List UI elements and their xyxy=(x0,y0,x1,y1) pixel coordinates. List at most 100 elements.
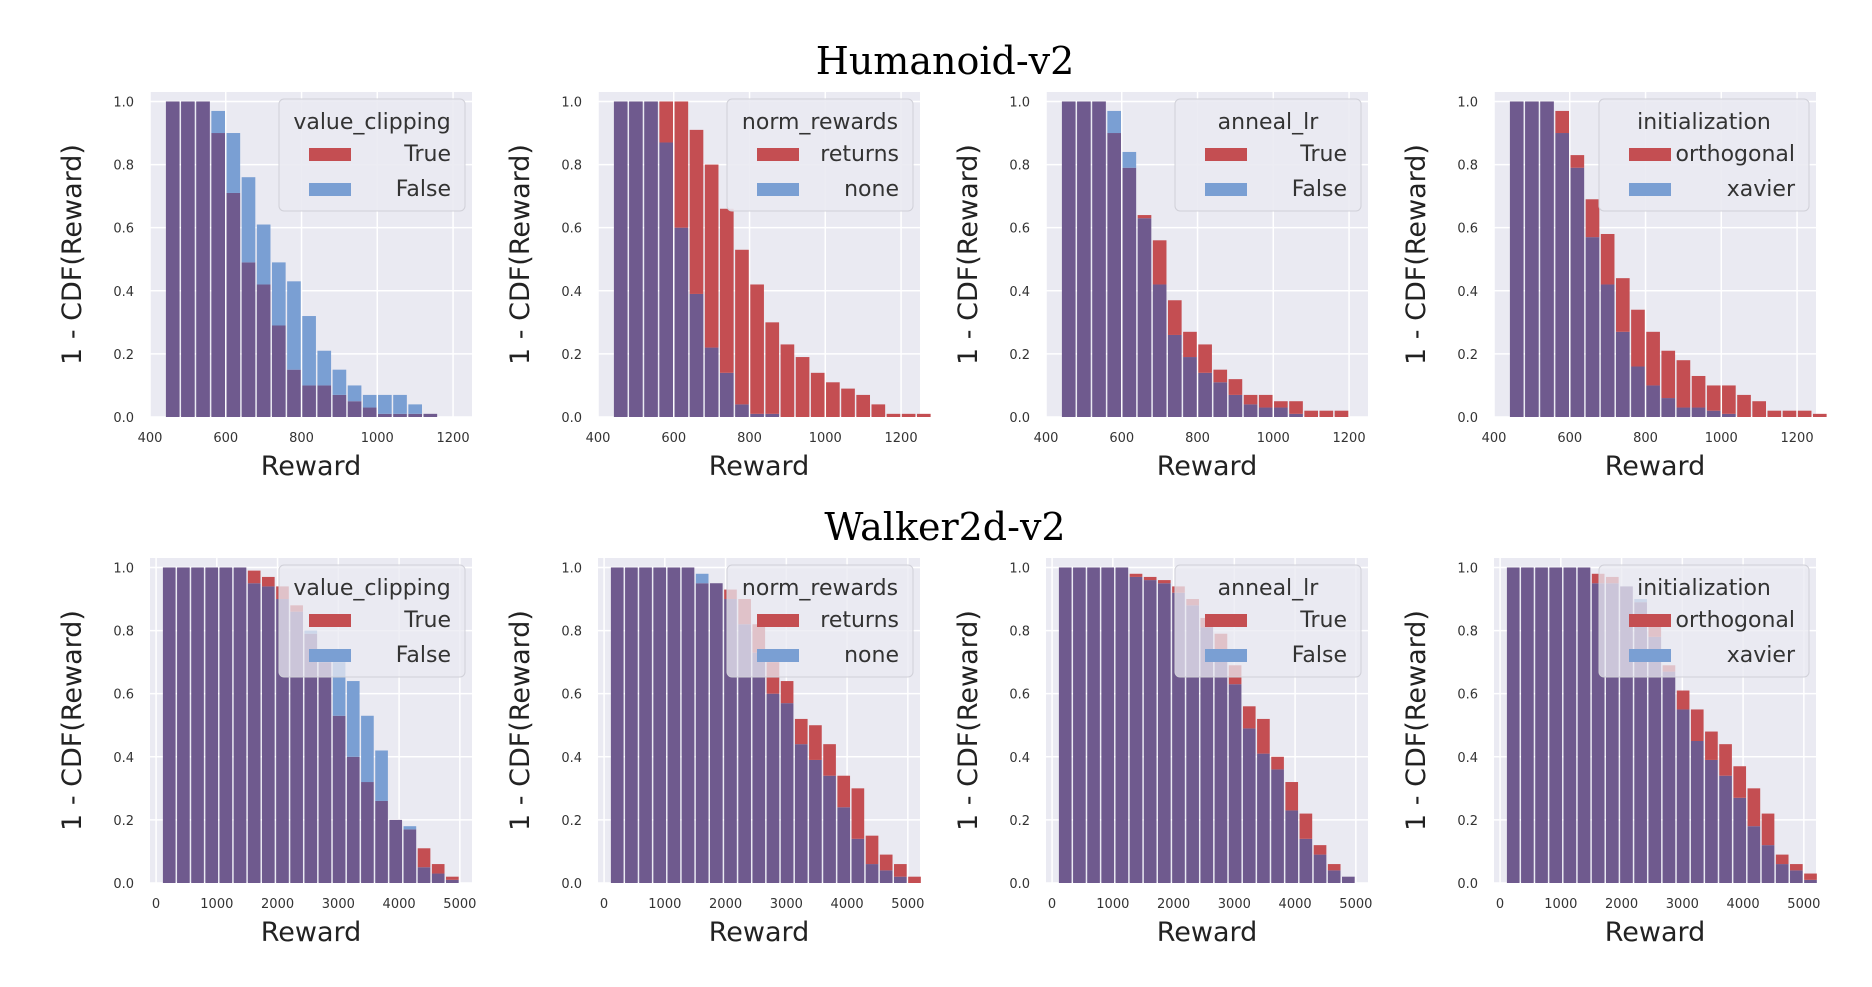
bar-True xyxy=(1334,410,1349,417)
bar-returns xyxy=(856,394,871,417)
legend-entry-label: xavier xyxy=(1727,643,1796,668)
x-tick-label: 5000 xyxy=(1339,897,1372,912)
x-tick-label: 800 xyxy=(289,431,314,446)
x-tick-label: 3000 xyxy=(1218,897,1251,912)
bar-overlap xyxy=(667,567,681,883)
bar-overlap xyxy=(629,101,643,418)
bar-orthogonal xyxy=(1555,110,1570,134)
bar-overlap xyxy=(375,800,388,883)
x-tick-label: 800 xyxy=(1633,431,1658,446)
bar-overlap xyxy=(256,284,271,417)
bar-overlap xyxy=(1122,167,1137,417)
bar-overlap xyxy=(1101,567,1115,883)
bar-overlap xyxy=(1299,838,1313,883)
bar-overlap xyxy=(1521,567,1534,883)
bar-orthogonal xyxy=(1691,375,1706,408)
bar-overlap xyxy=(837,807,851,883)
bar-overlap xyxy=(417,867,431,883)
bar-overlap xyxy=(1535,567,1548,883)
bar-overlap xyxy=(1705,759,1718,883)
bar-overlap xyxy=(1747,826,1761,883)
y-tick-label: 0.4 xyxy=(1009,751,1030,766)
legend-entry-label: True xyxy=(403,608,451,633)
bar-True xyxy=(1242,706,1256,729)
x-tick-label: 1200 xyxy=(885,431,918,446)
legend-entry-label: False xyxy=(1292,643,1347,668)
y-axis-label: 1 - CDF(Reward) xyxy=(505,610,536,831)
bar-overlap xyxy=(233,567,247,883)
y-tick-label: 1.0 xyxy=(561,561,582,576)
bar-overlap xyxy=(393,413,407,417)
bar-overlap xyxy=(1228,684,1242,883)
bar-orthogonal xyxy=(1661,350,1676,399)
bar-False xyxy=(361,715,374,783)
chart-panel-3: 0.0 0.2 0.4 0.6 0.8 1.0 400 600 800 1000 1200 Rewar… xyxy=(953,92,1368,482)
bar-True xyxy=(1304,410,1319,417)
bar-overlap xyxy=(765,413,780,417)
legend-swatch-red xyxy=(1629,614,1671,627)
bar-orthogonal xyxy=(1631,309,1645,367)
bar-orthogonal xyxy=(1747,788,1761,827)
bar-none xyxy=(695,573,709,584)
y-tick-label: 0.6 xyxy=(1457,222,1478,237)
x-tick-label: 800 xyxy=(737,431,762,446)
bar-overlap xyxy=(1152,284,1167,417)
bar-returns xyxy=(659,101,674,143)
legend-title: value_clipping xyxy=(293,576,450,601)
y-tick-label: 0.8 xyxy=(1457,625,1478,640)
bar-returns xyxy=(837,775,851,808)
bar-False xyxy=(362,394,377,408)
bar-overlap xyxy=(674,227,689,417)
bar-overlap xyxy=(1719,775,1732,883)
bar-overlap xyxy=(879,870,893,883)
bar-overlap xyxy=(719,372,734,417)
bar-overlap xyxy=(738,624,751,883)
bar-overlap xyxy=(1313,854,1327,883)
bar-overlap xyxy=(332,715,346,883)
y-axis-label: 1 - CDF(Reward) xyxy=(57,144,88,365)
y-tick-label: 0.0 xyxy=(561,877,582,892)
legend-swatch-red xyxy=(309,148,351,161)
x-tick-label: 400 xyxy=(1482,431,1507,446)
y-tick-label: 0.4 xyxy=(113,751,134,766)
bar-False xyxy=(375,750,388,801)
bar-overlap xyxy=(653,567,667,883)
bar-orthogonal xyxy=(1767,410,1782,417)
bar-overlap xyxy=(1733,797,1747,883)
bar-overlap xyxy=(1648,636,1662,883)
legend-entry-label: False xyxy=(396,177,451,202)
bar-overlap xyxy=(1228,394,1243,417)
x-tick-label: 1000 xyxy=(361,431,394,446)
bar-overlap xyxy=(704,347,719,417)
x-axis-label: Reward xyxy=(709,451,810,482)
bar-overlap xyxy=(1549,567,1563,883)
legend-swatch-red xyxy=(757,148,799,161)
bar-overlap xyxy=(625,567,638,883)
y-axis-label: 1 - CDF(Reward) xyxy=(953,144,984,365)
bar-overlap xyxy=(1167,334,1182,417)
bar-overlap xyxy=(1804,879,1817,883)
bar-overlap xyxy=(1058,567,1072,883)
bar-overlap xyxy=(1243,404,1258,417)
bar-True xyxy=(1289,401,1303,414)
bar-overlap xyxy=(1213,382,1228,417)
legend-swatch-blue xyxy=(1629,183,1671,196)
bar-overlap xyxy=(261,586,275,883)
bar-returns xyxy=(780,681,794,704)
y-tick-label: 0.2 xyxy=(1009,348,1030,363)
y-tick-label: 0.6 xyxy=(113,222,134,237)
bar-overlap xyxy=(752,652,766,883)
bar-overlap xyxy=(389,819,403,883)
bar-overlap xyxy=(1676,407,1691,417)
bar-True xyxy=(1213,369,1228,383)
bar-overlap xyxy=(431,873,445,883)
bar-overlap xyxy=(347,401,362,417)
y-axis-label: 1 - CDF(Reward) xyxy=(1401,144,1432,365)
bar-orthogonal xyxy=(1761,813,1775,846)
x-tick-label: 1000 xyxy=(200,897,233,912)
y-tick-label: 0.8 xyxy=(1009,625,1030,640)
bar-overlap xyxy=(823,775,836,883)
bar-True xyxy=(1228,379,1243,395)
bar-overlap xyxy=(1157,583,1171,883)
y-tick-label: 0.6 xyxy=(1009,222,1030,237)
